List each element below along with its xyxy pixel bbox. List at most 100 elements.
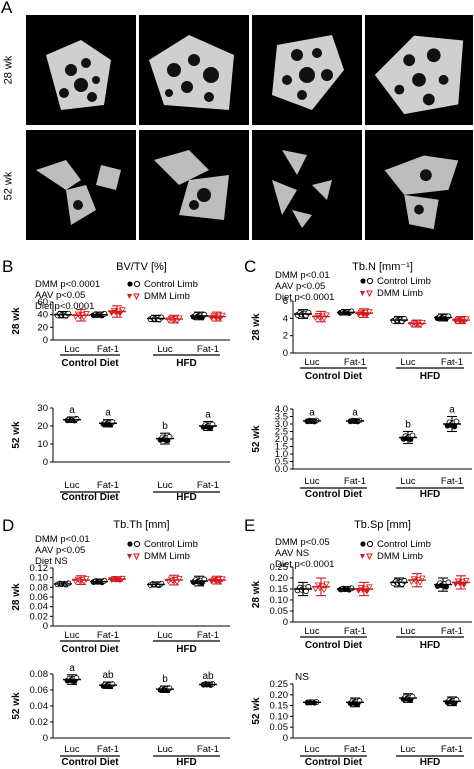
legend-control-limb-c: Control Limb [377, 276, 431, 287]
stat-d-1: AAV p<0.05 [35, 545, 85, 556]
stat-b-1: AAV p<0.05 [35, 290, 85, 301]
sig-letter-d-0: a [69, 663, 75, 674]
sig-letter-b-3: a [205, 410, 211, 421]
legend-control-limb-b: Control Limb [144, 279, 198, 290]
stat-c-2: Diet p<0.0001 [275, 292, 334, 303]
point-e-top-dmm-0-4 [320, 587, 328, 594]
group-label-hfd-d-bot: HFD [176, 757, 197, 768]
group-label-hfd-b-bot: HFD [176, 492, 197, 503]
ytick-label-e-top-2: 0.10 [270, 595, 289, 606]
legend-marker-control-open-b [133, 280, 141, 288]
ytick-label-c-top-3: 6 [283, 296, 288, 307]
legend-dmm-limb-b: DMM Limb [144, 291, 190, 302]
ytick-label-d-top-3: 0.06 [30, 592, 49, 603]
ylabel-d-top: 28 wk [11, 583, 22, 611]
ytick-label-d-top-0: 0 [43, 621, 48, 632]
microct-image-control-fat1-52wk [139, 130, 249, 240]
sig-letter-b-0: a [69, 405, 75, 416]
ytick-label-e-bot-1: 0.05 [270, 722, 289, 733]
category-b-top-1: Fat-1 [97, 344, 119, 355]
group-label-control-e-top: Control Diet [305, 640, 363, 651]
point-e-top-dmm-1-5 [366, 584, 373, 591]
category-b-bot-1: Fat-1 [97, 480, 119, 491]
category-e-top-0: Luc [304, 626, 320, 637]
category-c-bot-2: Luc [400, 476, 416, 487]
ytick-label-d-bot-3: 0.06 [30, 685, 49, 696]
category-c-top-2: Luc [400, 357, 416, 368]
point-d-top-dmm-3-5 [219, 576, 226, 583]
sig-letter-d-3: ab [202, 671, 214, 682]
legend-marker-dmm-filled-e [360, 554, 365, 559]
bone-scan-5 [36, 160, 121, 225]
bone-scan-1 [46, 40, 111, 110]
category-d-top-2: Luc [157, 630, 173, 641]
category-d-bot-3: Fat-1 [197, 744, 219, 755]
category-b-top-3: Fat-1 [197, 344, 219, 355]
stat-e-2: Diet p<0.0001 [275, 559, 334, 570]
point-b-top-dmm-3-5 [219, 312, 226, 319]
ylabel-e-bot: 52 wk [251, 697, 262, 725]
ytick-label-b-top-3: 60 [37, 297, 48, 308]
legend-dmm-limb-e: DMM Limb [377, 551, 423, 562]
sig-letter-b-1: a [105, 408, 111, 419]
group-label-control-b-bot: Control Diet [61, 492, 119, 503]
legend-marker-control-filled-c [360, 278, 366, 284]
microct-image-control-fat1-28wk [139, 15, 249, 125]
group-label-control-c-top: Control Diet [305, 371, 363, 382]
ylabel-b-top: 28 wk [11, 307, 22, 335]
ytick-label-d-bot-0: 0 [43, 733, 48, 744]
microct-image-hfd-fat1-28wk [365, 15, 473, 125]
sig-letter-c-0: a [309, 408, 315, 419]
stat-c-0: DMM p<0.01 [275, 270, 330, 281]
ytick-label-e-top-4: 0.20 [270, 573, 289, 584]
ytick-label-e-top-0: 0 [283, 617, 288, 628]
ytick-label-b-top-0: 0 [43, 335, 48, 346]
category-b-bot-2: Luc [157, 480, 173, 491]
legend-marker-control-filled-b [127, 281, 133, 287]
ytick-label-e-bot-0: 0 [283, 733, 288, 744]
bone-scan-7 [272, 150, 332, 228]
ytick-label-e-bot-5: 0.25 [270, 679, 289, 690]
category-d-top-1: Fat-1 [97, 630, 119, 641]
ylabel-b-bot: 52 wk [11, 421, 22, 449]
sig-note-e: NS [295, 672, 309, 683]
category-b-bot-3: Fat-1 [197, 480, 219, 491]
bone-scan-2 [149, 35, 234, 110]
panel-title-d: Tb.Th [mm] [113, 519, 169, 531]
ytick-label-b-bot-3: 30 [37, 403, 48, 414]
ytick-label-c-top-2: 4 [283, 313, 288, 324]
point-b-top-dmm-0-5 [83, 311, 90, 317]
legend-marker-dmm-open-e [366, 553, 373, 561]
category-d-bot-2: Luc [157, 744, 173, 755]
ylabel-c-top: 28 wk [251, 313, 262, 341]
ytick-label-c-bot-2: 1.0 [275, 449, 288, 460]
legend-dmm-limb-d: DMM Limb [144, 551, 190, 562]
point-e-top-dmm-3-5 [463, 577, 470, 584]
category-c-bot-3: Fat-1 [441, 476, 463, 487]
category-e-top-2: Luc [400, 626, 416, 637]
group-label-control-e-bot: Control Diet [305, 757, 363, 768]
ytick-label-c-bot-1: 0.5 [275, 457, 288, 468]
legend-control-limb-e: Control Limb [377, 539, 431, 550]
group-label-control-c-bot: Control Diet [305, 489, 363, 500]
ytick-label-d-top-2: 0.04 [30, 602, 49, 613]
column-label-control-fat1: Control Fat-1 [161, 2, 227, 14]
point-c-bot-control-3-4 [451, 423, 458, 430]
point-d-top-dmm-0-5 [83, 576, 90, 583]
bone-scan-6 [154, 150, 229, 220]
ytick-label-c-bot-5: 2.5 [275, 427, 288, 438]
point-e-top-dmm-2-5 [419, 575, 426, 582]
panel-letter-c: C [244, 257, 256, 276]
category-d-bot-1: Fat-1 [97, 744, 119, 755]
legend-control-limb-d: Control Limb [144, 539, 198, 550]
panel-letter-b: B [2, 257, 13, 276]
legend-marker-control-filled-e [360, 541, 366, 547]
category-e-bot-1: Fat-1 [344, 744, 366, 755]
group-label-hfd-c-bot: HFD [420, 489, 441, 500]
legend-marker-control-open-e [366, 540, 374, 548]
category-b-top-2: Luc [157, 344, 173, 355]
category-e-top-1: Fat-1 [344, 626, 366, 637]
sig-letter-c-1: a [352, 408, 358, 419]
ytick-label-b-top-2: 40 [37, 310, 48, 321]
